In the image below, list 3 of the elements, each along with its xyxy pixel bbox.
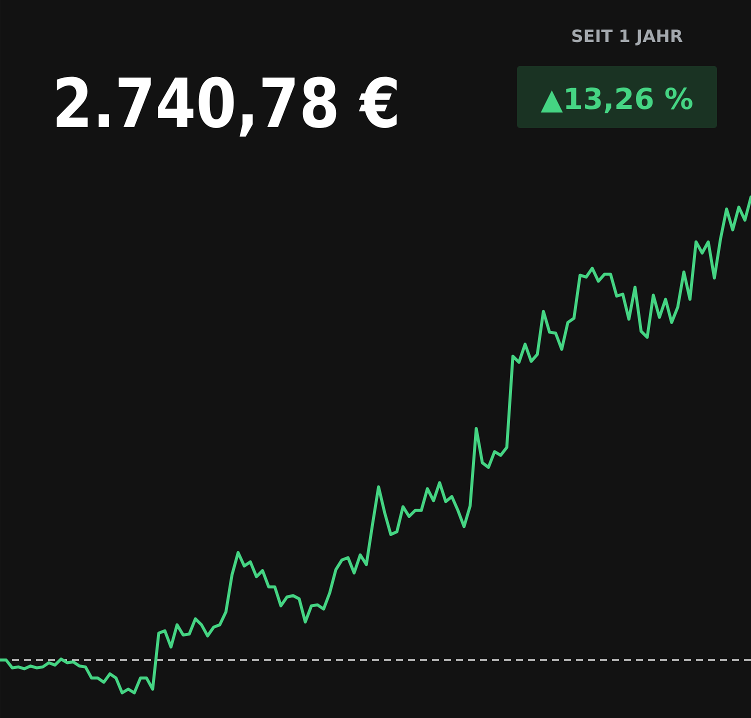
text: ▲13,26 % <box>540 88 692 114</box>
text: SEIT 1 JAHR <box>572 29 683 46</box>
chart-title: 2.740,78 € <box>56 76 397 137</box>
